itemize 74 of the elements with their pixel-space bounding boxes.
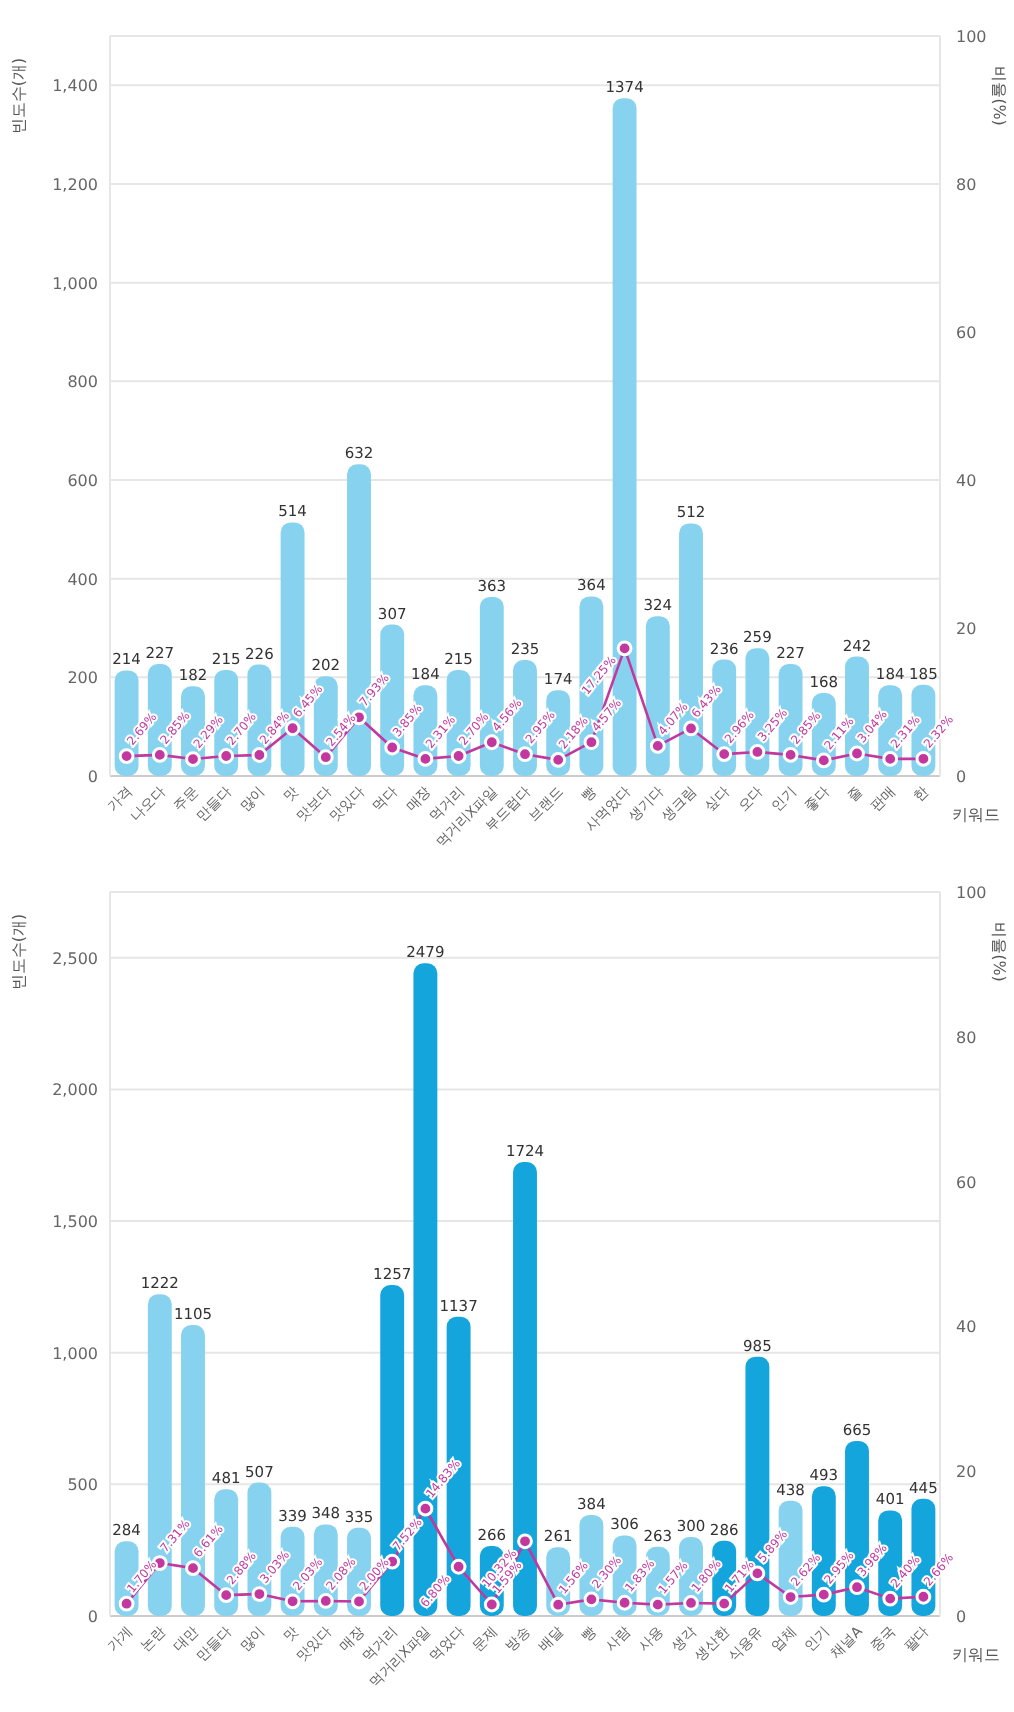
point [384,739,401,756]
y2-tick-label: 80 [956,1028,977,1047]
point [317,1593,334,1609]
point [616,1594,633,1611]
point [218,748,235,764]
point [915,750,932,767]
y2-tick-label: 0 [956,768,967,786]
y-tick-label: 600 [67,472,98,490]
y2-tick-label: 60 [956,324,977,342]
point [915,1588,932,1605]
y-tick-label: 800 [67,373,98,392]
point [417,751,434,767]
point [550,1596,567,1613]
y-axis-title: 빈도수(개) [10,57,28,135]
y2-tick-label: 40 [956,1318,977,1337]
point [185,1560,201,1577]
point [218,1587,235,1604]
point [118,748,135,764]
point [450,748,467,764]
y2-axis-title: 비율(%) [990,66,1008,126]
point [815,752,832,769]
point [517,746,533,763]
y2-tick-label: 100 [956,884,987,902]
y-tick-label: 1,200 [52,176,98,194]
y-tick-label: 1,500 [52,1213,98,1232]
point [849,1579,865,1596]
y2-tick-label: 0 [956,1608,967,1626]
y2-tick-label: 60 [956,1173,977,1192]
y2-axis-title: 비율(%) [990,922,1008,982]
x-axis-title: 키워드 [952,806,1000,824]
y-tick-label: 200 [67,669,98,688]
y-axis-title: 빈도수(개) [10,913,28,991]
point [517,1533,533,1550]
y-tick-label: 1,400 [52,77,98,96]
point [882,1590,899,1607]
point [251,747,268,763]
y-tick-label: 400 [67,570,98,589]
point [284,1593,301,1610]
point [550,751,567,768]
y2-tick-label: 100 [956,28,987,46]
y2-tick-label: 20 [956,1463,977,1482]
y-tick-label: 2,500 [52,949,98,968]
point [616,640,633,657]
y-tick-label: 1,000 [52,274,98,293]
point [649,1596,666,1613]
y2-tick-label: 40 [956,472,977,490]
point [483,1596,500,1613]
y-tick-label: 0 [87,768,98,786]
point [815,1586,832,1603]
y-tick-label: 1,000 [52,1344,98,1363]
point [649,737,666,754]
point [849,745,865,762]
x-axis-title: 키워드 [952,1646,1000,1664]
point [417,1500,434,1517]
point [351,1593,367,1610]
point [782,1589,799,1605]
y-tick-label: 0 [87,1608,98,1626]
y2-tick-label: 80 [956,176,977,194]
point [185,751,201,767]
point [118,1595,135,1612]
point [749,744,766,760]
point [251,1586,268,1602]
point [583,1591,600,1608]
point [782,747,799,763]
point [882,751,899,767]
point [716,746,733,762]
y2-tick-label: 20 [956,620,977,638]
point [317,749,334,766]
point [683,1595,699,1611]
point [716,1595,733,1612]
y-tick-label: 500 [67,1476,98,1495]
point [450,1558,467,1575]
y-tick-label: 2,000 [52,1081,98,1100]
point [151,747,168,763]
